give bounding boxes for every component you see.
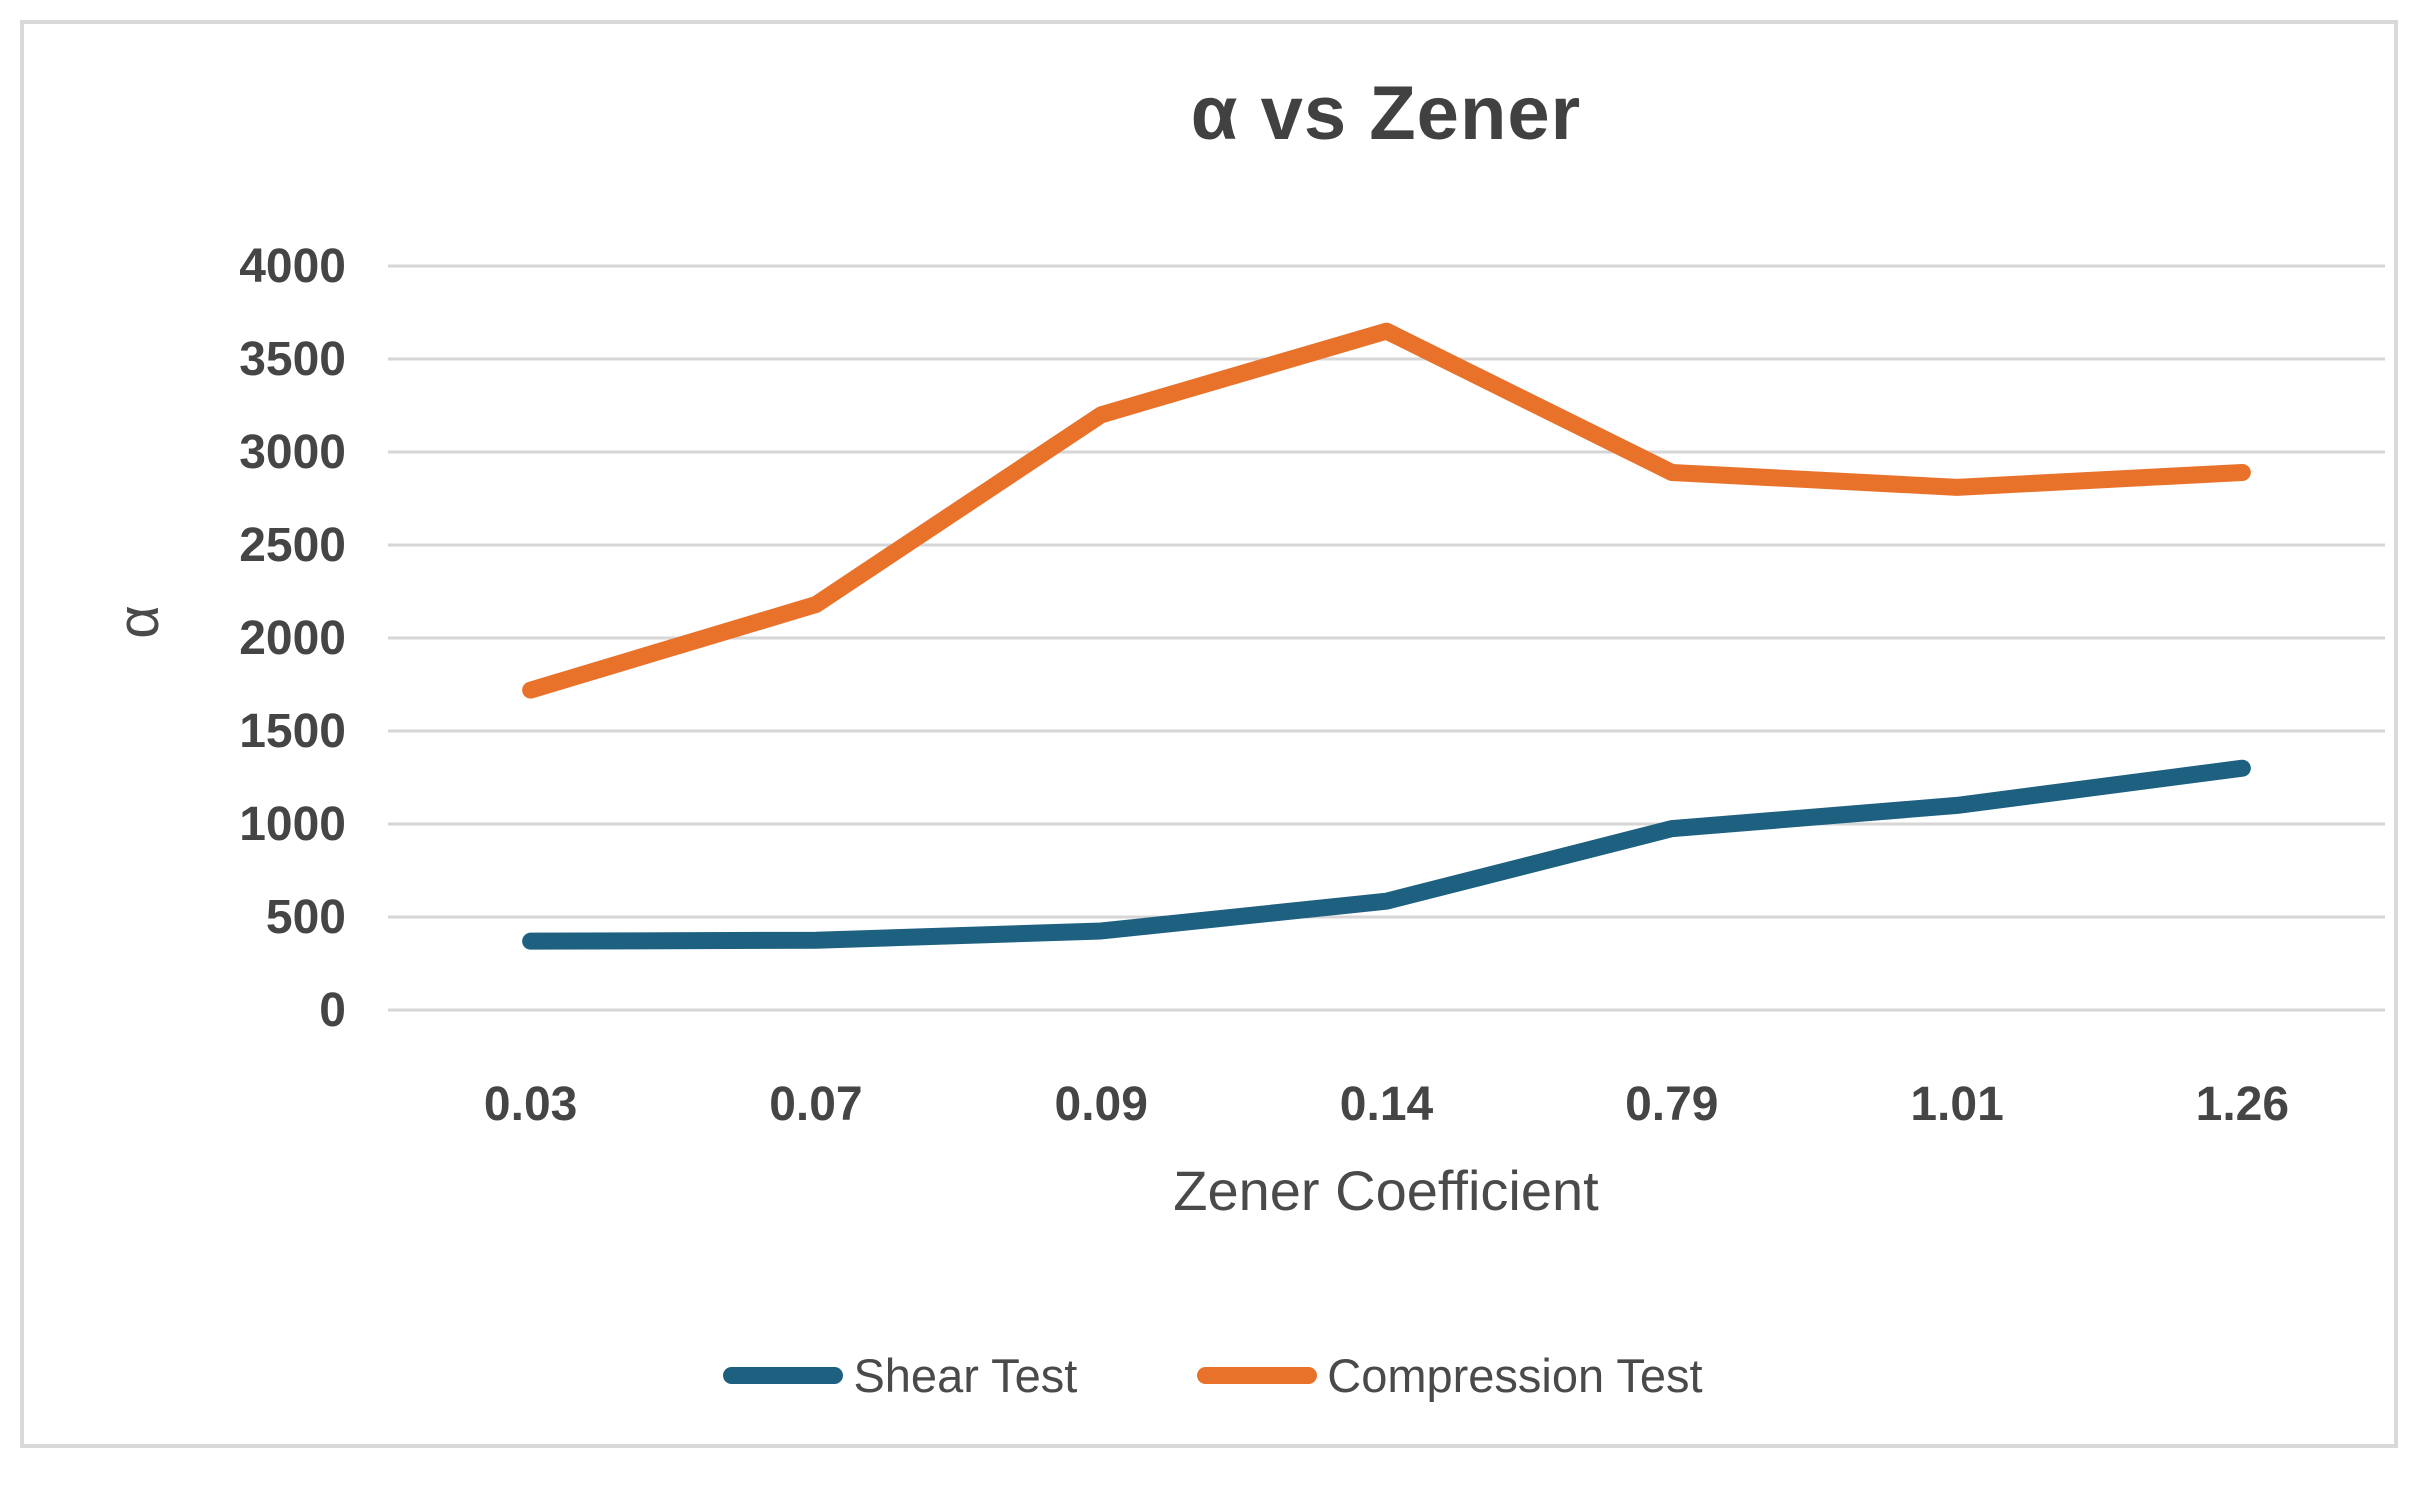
y-tick-label: 4000: [239, 240, 346, 293]
y-tick-label: 2500: [239, 519, 346, 572]
x-tick-label: 0.03: [484, 1078, 577, 1131]
y-tick-label: 500: [266, 891, 346, 944]
y-tick-label: 0: [319, 984, 346, 1037]
y-tick-label: 1000: [239, 798, 346, 851]
x-tick-label: 0.79: [1625, 1078, 1718, 1131]
y-tick-label: 3500: [239, 333, 346, 386]
y-tick-label: 1500: [239, 705, 346, 758]
legend-marker-icon: [723, 1366, 844, 1384]
x-tick-label: 1.26: [2196, 1078, 2289, 1131]
legend-marker-icon: [1197, 1366, 1318, 1384]
y-tick-label: 3000: [239, 426, 346, 479]
x-tick-label: 1.01: [1910, 1078, 2003, 1131]
legend-label: Compression Test: [1327, 1348, 1703, 1402]
legend-item-compression-test[interactable]: Compression Test: [1197, 1348, 1703, 1403]
chart-title: α vs Zener: [1190, 71, 1582, 156]
x-tick-label: 0.07: [769, 1078, 862, 1131]
y-tick-label: 2000: [239, 612, 346, 665]
legend: Shear Test Compression Test: [0, 1340, 2426, 1410]
x-tick-label: 0.14: [1340, 1078, 1434, 1131]
y-axis-title: α: [106, 605, 171, 639]
chart-card[interactable]: [20, 20, 2398, 1448]
x-axis-title: Zener Coefficient: [1173, 1159, 1599, 1222]
legend-label: Shear Test: [853, 1348, 1078, 1402]
series-line-shear-test[interactable]: [522, 759, 2251, 950]
legend-item-shear-test[interactable]: Shear Test: [723, 1348, 1077, 1403]
x-tick-label: 0.09: [1055, 1078, 1148, 1131]
series-line-compression-test[interactable]: [522, 322, 2251, 699]
